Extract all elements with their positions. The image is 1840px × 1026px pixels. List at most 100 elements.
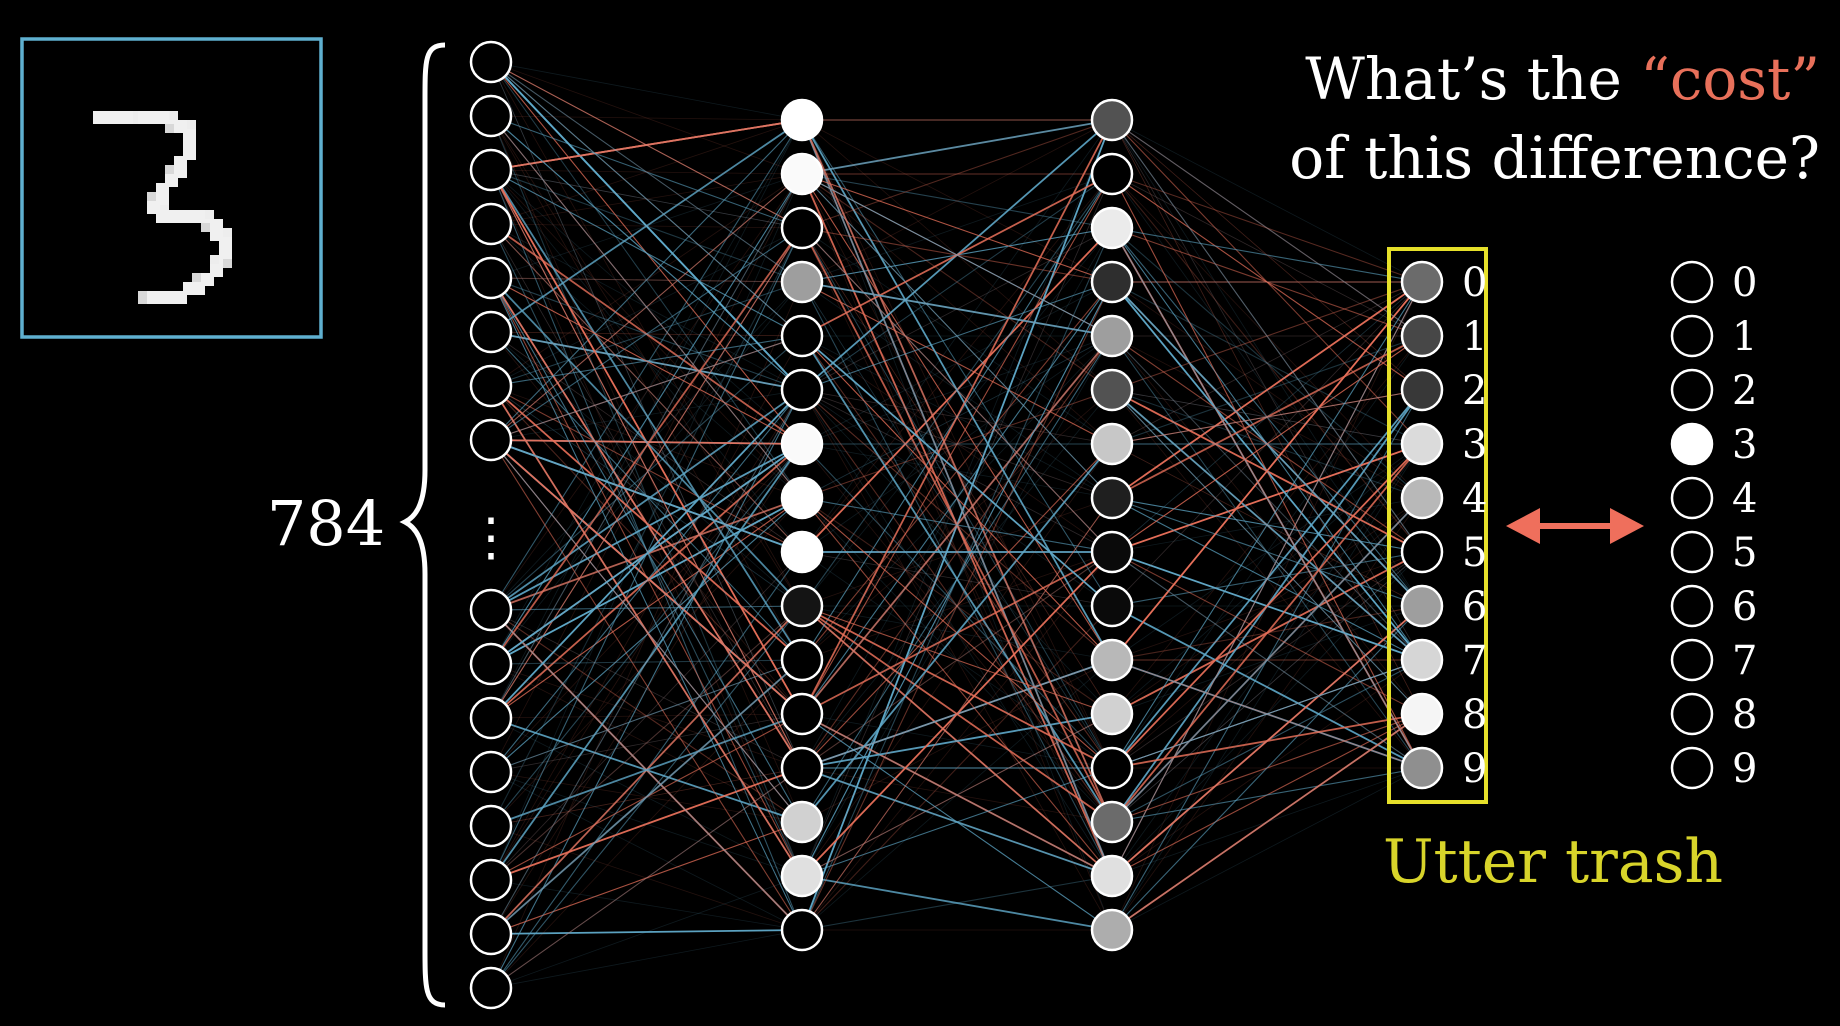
hidden2-neuron — [1090, 260, 1134, 304]
connection-line — [801, 173, 1113, 391]
connection-line-faint — [1111, 497, 1423, 553]
connection-line — [490, 115, 803, 499]
curly-brace-icon — [399, 42, 446, 1008]
connection-line-faint — [490, 717, 803, 823]
connection-line-faint — [1111, 335, 1423, 553]
connection-line-faint — [1111, 119, 1423, 391]
connection-line-faint — [490, 331, 803, 337]
connection-line — [490, 605, 803, 881]
connection-line-faint — [1111, 389, 1423, 445]
connection-line-faint — [1111, 119, 1423, 661]
connection-line-faint — [490, 335, 803, 881]
connection-line — [490, 277, 803, 391]
connection-line — [490, 605, 803, 611]
output-digit-label: 7 — [1462, 638, 1487, 684]
output-layer-highlight-box — [1387, 247, 1488, 804]
target-digit-label: 4 — [1732, 476, 1757, 522]
connection-line-faint — [490, 61, 803, 607]
connection-line-faint — [801, 119, 1113, 823]
hidden2-neuron — [1090, 584, 1134, 628]
connection-line-faint — [490, 173, 803, 665]
connection-line — [801, 281, 1113, 337]
hidden2-neuron — [1090, 692, 1134, 736]
connection-line-faint — [1111, 443, 1423, 607]
connection-line-faint — [801, 713, 1113, 877]
connection-line-faint — [490, 61, 803, 769]
input-neuron — [469, 418, 513, 462]
connection-line — [490, 443, 803, 827]
output-digit-label: 4 — [1462, 476, 1487, 522]
target-digit-label: 2 — [1732, 368, 1757, 414]
connection-line-faint — [1111, 119, 1423, 715]
connection-line-faint — [1111, 335, 1423, 499]
connection-line-faint — [1111, 389, 1423, 445]
output-digit-label: 6 — [1462, 584, 1487, 630]
connection-line-faint — [1111, 551, 1423, 769]
connection-line — [1111, 281, 1423, 769]
output-neuron — [1400, 530, 1444, 574]
output-digit-label: 5 — [1462, 530, 1487, 576]
connection-line-faint — [490, 771, 803, 877]
input-count-label: 784 — [267, 487, 385, 560]
hidden1-neuron — [780, 314, 824, 358]
input-neuron — [469, 966, 513, 1010]
connection-line-faint — [490, 277, 803, 769]
hidden1-neuron — [780, 854, 824, 898]
connection-line — [490, 389, 803, 611]
connection-line-faint — [801, 335, 1113, 553]
connection-line-faint — [801, 335, 1113, 499]
connection-line-faint — [490, 61, 803, 283]
connection-line-faint — [1111, 335, 1423, 553]
connection-line-faint — [1111, 389, 1423, 553]
connection-line-faint — [1111, 119, 1423, 391]
connection-line-faint — [1111, 173, 1423, 499]
connection-line-faint — [490, 119, 803, 665]
connection-line-faint — [801, 443, 1113, 499]
connection-line-faint — [490, 277, 803, 283]
target-neuron — [1670, 368, 1714, 412]
connection-line-faint — [490, 385, 803, 607]
target-digit-label: 8 — [1732, 692, 1757, 738]
connection-line-faint — [490, 223, 803, 391]
connection-line — [490, 443, 803, 881]
connection-line — [801, 335, 1113, 661]
hidden1-neuron — [780, 260, 824, 304]
connection-line-faint — [801, 551, 1113, 661]
connection-line-faint — [1111, 227, 1423, 661]
connection-line-faint — [1111, 551, 1423, 769]
digit-pixel — [138, 291, 151, 304]
connection-line — [1111, 173, 1423, 391]
connection-line-faint — [490, 551, 803, 881]
connection-line-faint — [1111, 551, 1423, 877]
hidden2-neuron — [1090, 206, 1134, 250]
connection-line-faint — [801, 389, 1113, 607]
connection-line-faint — [490, 659, 803, 935]
connection-line-faint — [490, 659, 803, 773]
connection-line-faint — [490, 169, 803, 445]
connection-line-faint — [1111, 281, 1423, 553]
connection-line-faint — [1111, 443, 1423, 607]
input-neuron — [469, 202, 513, 246]
connection-line — [801, 713, 1113, 877]
connection-line — [490, 61, 803, 391]
connection-line-faint — [490, 717, 803, 877]
connection-line — [801, 119, 1113, 661]
connection-line-faint — [490, 281, 803, 611]
connection-line-faint — [490, 169, 803, 499]
target-neuron — [1670, 692, 1714, 736]
connection-line-faint — [490, 173, 803, 441]
output-neuron — [1400, 584, 1444, 628]
connection-line-faint — [490, 61, 803, 769]
connection-line-faint — [801, 551, 1113, 607]
connection-line-faint — [490, 663, 803, 769]
connection-line-faint — [801, 389, 1113, 661]
connection-line-faint — [490, 385, 803, 499]
connection-line-faint — [490, 385, 803, 553]
connection-line-faint — [490, 875, 803, 989]
connection-line-faint — [490, 169, 803, 229]
output-neuron — [1400, 692, 1444, 736]
connection-line-faint — [490, 277, 803, 931]
connection-line-faint — [490, 659, 803, 773]
connection-line-faint — [490, 609, 803, 769]
connection-line — [490, 335, 803, 441]
